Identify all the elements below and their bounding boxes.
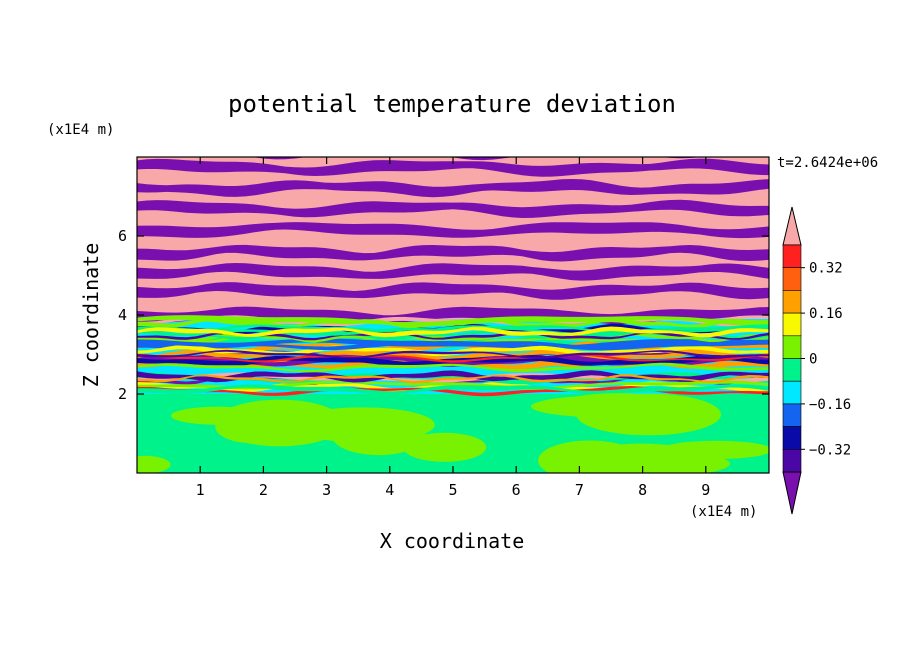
colorbar-swatch [782, 312, 802, 337]
field-band-upper [137, 179, 769, 198]
colorbar-swatch [782, 335, 802, 359]
field-filament [137, 374, 769, 384]
colorbar-label: 0.16 [809, 306, 843, 322]
x-axis: 1 2 3 4 5 6 7 8 9 [196, 157, 710, 499]
field-blob [137, 455, 171, 473]
field-band-upper [137, 158, 769, 177]
field-filament [137, 353, 769, 363]
x-tick-label: 3 [322, 481, 331, 499]
x-tick-label: 8 [638, 481, 647, 499]
colorbar-swatch [782, 290, 802, 314]
field-filament [137, 315, 769, 327]
y-units-label: (x1E4 m) [47, 122, 114, 138]
colorbar-swatch [782, 448, 802, 473]
field-filament [137, 384, 769, 395]
y-tick-label: 6 [118, 227, 127, 245]
colorbar-label: 0 [809, 352, 817, 368]
colorbar-swatch [782, 358, 802, 382]
field-band-upper [137, 263, 769, 281]
field-filament [137, 331, 769, 341]
x-tick-label: 2 [259, 481, 268, 499]
field-filament [137, 339, 769, 351]
field-blob [402, 432, 487, 462]
colorbar-label: −0.32 [809, 442, 851, 458]
field-band-upper [137, 282, 769, 300]
time-label: t=2.6424e+06 [777, 155, 878, 171]
x-tick-label: 1 [196, 481, 205, 499]
x-tick-label: 9 [701, 481, 710, 499]
heatmap-field [137, 157, 769, 473]
field-blob [289, 407, 435, 443]
field-filament [137, 326, 769, 338]
x-tick-label: 6 [512, 481, 521, 499]
field-filament [137, 362, 769, 373]
field-filament [137, 317, 769, 329]
field-blob [531, 395, 691, 418]
x-tick-label: 5 [448, 481, 457, 499]
field-band-upper [137, 199, 769, 218]
colorbar-extend-top [782, 206, 802, 246]
y-tick-label: 4 [118, 306, 127, 324]
chart-title: potential temperature deviation [228, 90, 676, 118]
colorbar-extend-bottom [782, 471, 802, 515]
field-band-upper [137, 244, 769, 262]
field-filament [137, 386, 769, 397]
y-tick-label: 2 [118, 385, 127, 403]
field-blob [215, 410, 293, 444]
colorbar-label: −0.16 [809, 397, 851, 413]
colorbar-swatch [782, 267, 802, 291]
x-tick-label: 7 [575, 481, 584, 499]
y-axis-title: Z coordinate [79, 243, 103, 388]
colorbar-swatch [782, 380, 802, 405]
colorbar: 0.32 0.16 0 −0.16 −0.32 [782, 206, 851, 515]
x-units-label: (x1E4 m) [690, 504, 757, 520]
colorbar-label: 0.32 [809, 261, 843, 277]
colorbar-swatch [782, 426, 802, 450]
colorbar-swatch [782, 244, 802, 269]
field-blob [538, 440, 642, 473]
colorbar-swatch [782, 403, 802, 427]
field-filament [137, 370, 769, 383]
field-band-upper [137, 222, 769, 239]
y-axis: 2 4 6 [118, 227, 769, 403]
x-tick-label: 4 [385, 481, 394, 499]
field-upper-base [137, 157, 769, 319]
field-filament [137, 349, 769, 359]
x-axis-title: X coordinate [380, 529, 525, 553]
